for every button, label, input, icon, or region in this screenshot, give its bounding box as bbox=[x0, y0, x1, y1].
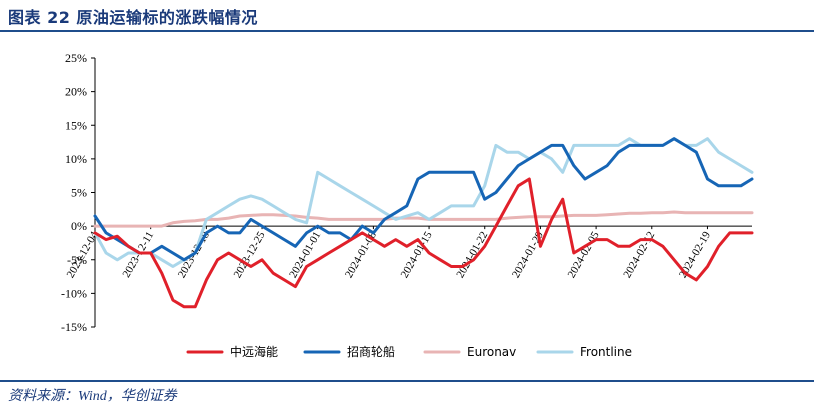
legend-label-1: 招商轮船 bbox=[347, 344, 395, 359]
y-tick-label: 25% bbox=[65, 51, 87, 65]
legend-label-0: 中远海能 bbox=[230, 344, 278, 359]
series-line-0 bbox=[93, 177, 754, 309]
x-tick-label: 2024-01-22 bbox=[454, 230, 490, 280]
y-tick-label: -5% bbox=[67, 253, 87, 267]
legend-label-3: Frontline bbox=[580, 345, 632, 359]
bottom-rule bbox=[0, 380, 814, 382]
series-line-1 bbox=[93, 137, 754, 262]
x-tick-label: 2024-02-19 bbox=[677, 229, 713, 280]
y-tick-label: 15% bbox=[65, 118, 87, 132]
source-note: 资料来源：Wind，华创证券 bbox=[8, 389, 177, 404]
x-tick-label: 2024-01-29 bbox=[510, 229, 546, 280]
x-tick-label: 2024-02-12 bbox=[621, 230, 657, 280]
series-line-2 bbox=[93, 210, 754, 228]
x-tick-label: 2024-01-01 bbox=[287, 230, 323, 280]
y-tick-label: 0% bbox=[71, 219, 87, 233]
chart-title: 图表 22 原油运输标的涨跌幅情况 bbox=[8, 8, 258, 27]
legend-label-2: Euronav bbox=[467, 345, 516, 359]
y-tick-label: -10% bbox=[61, 286, 87, 300]
x-tick-label: 2023-12-25 bbox=[232, 229, 268, 280]
y-tick-label: 10% bbox=[65, 152, 87, 166]
top-rule bbox=[0, 30, 814, 32]
y-tick-label: -15% bbox=[61, 320, 87, 334]
y-tick-label: 20% bbox=[65, 85, 87, 99]
y-tick-label: 5% bbox=[71, 186, 87, 200]
